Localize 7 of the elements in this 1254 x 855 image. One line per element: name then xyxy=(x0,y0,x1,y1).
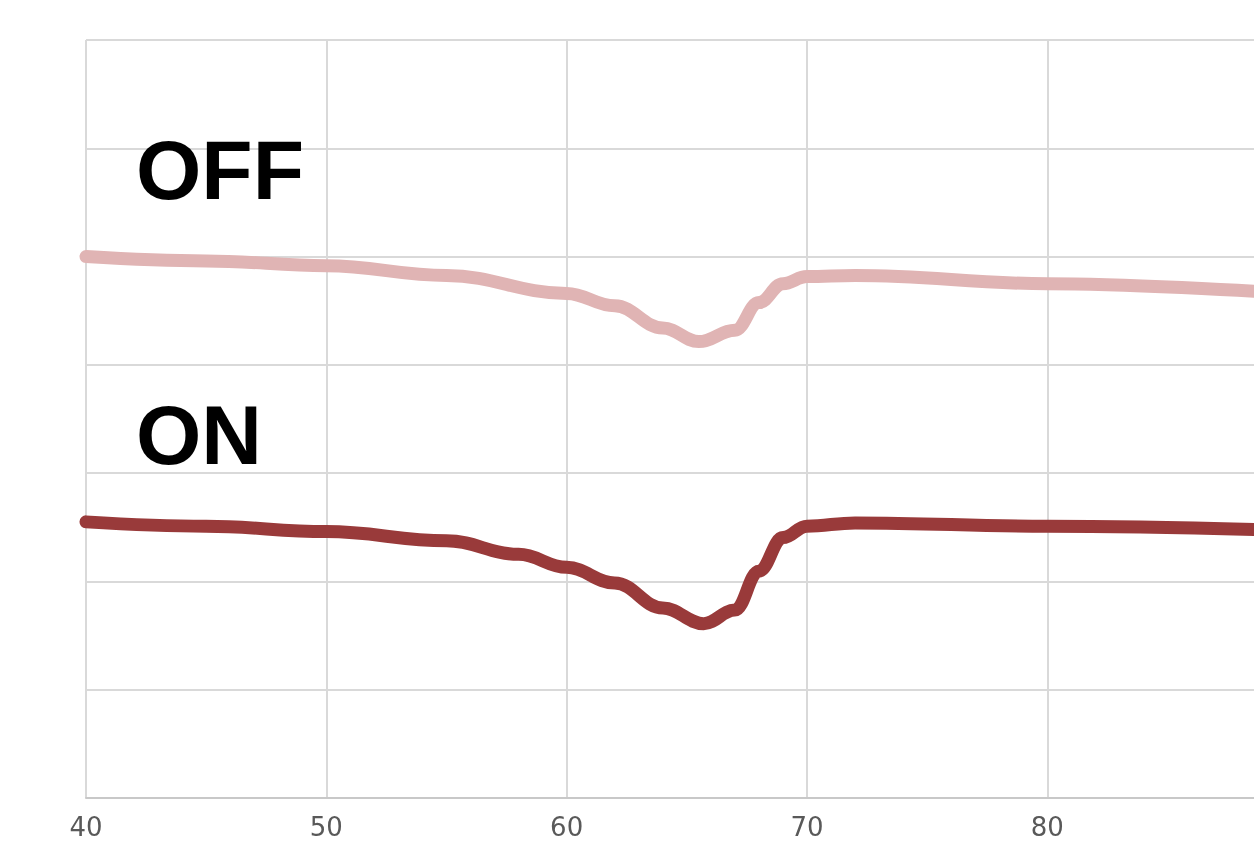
x-tick-label: 60 xyxy=(550,812,584,842)
x-tick-label: 40 xyxy=(69,812,103,842)
series-label: OFF xyxy=(136,122,304,217)
series-label: ON xyxy=(136,387,262,482)
x-tick-label: 70 xyxy=(790,812,824,842)
x-tick-label: 80 xyxy=(1030,812,1064,842)
x-tick-label: 50 xyxy=(309,812,343,842)
